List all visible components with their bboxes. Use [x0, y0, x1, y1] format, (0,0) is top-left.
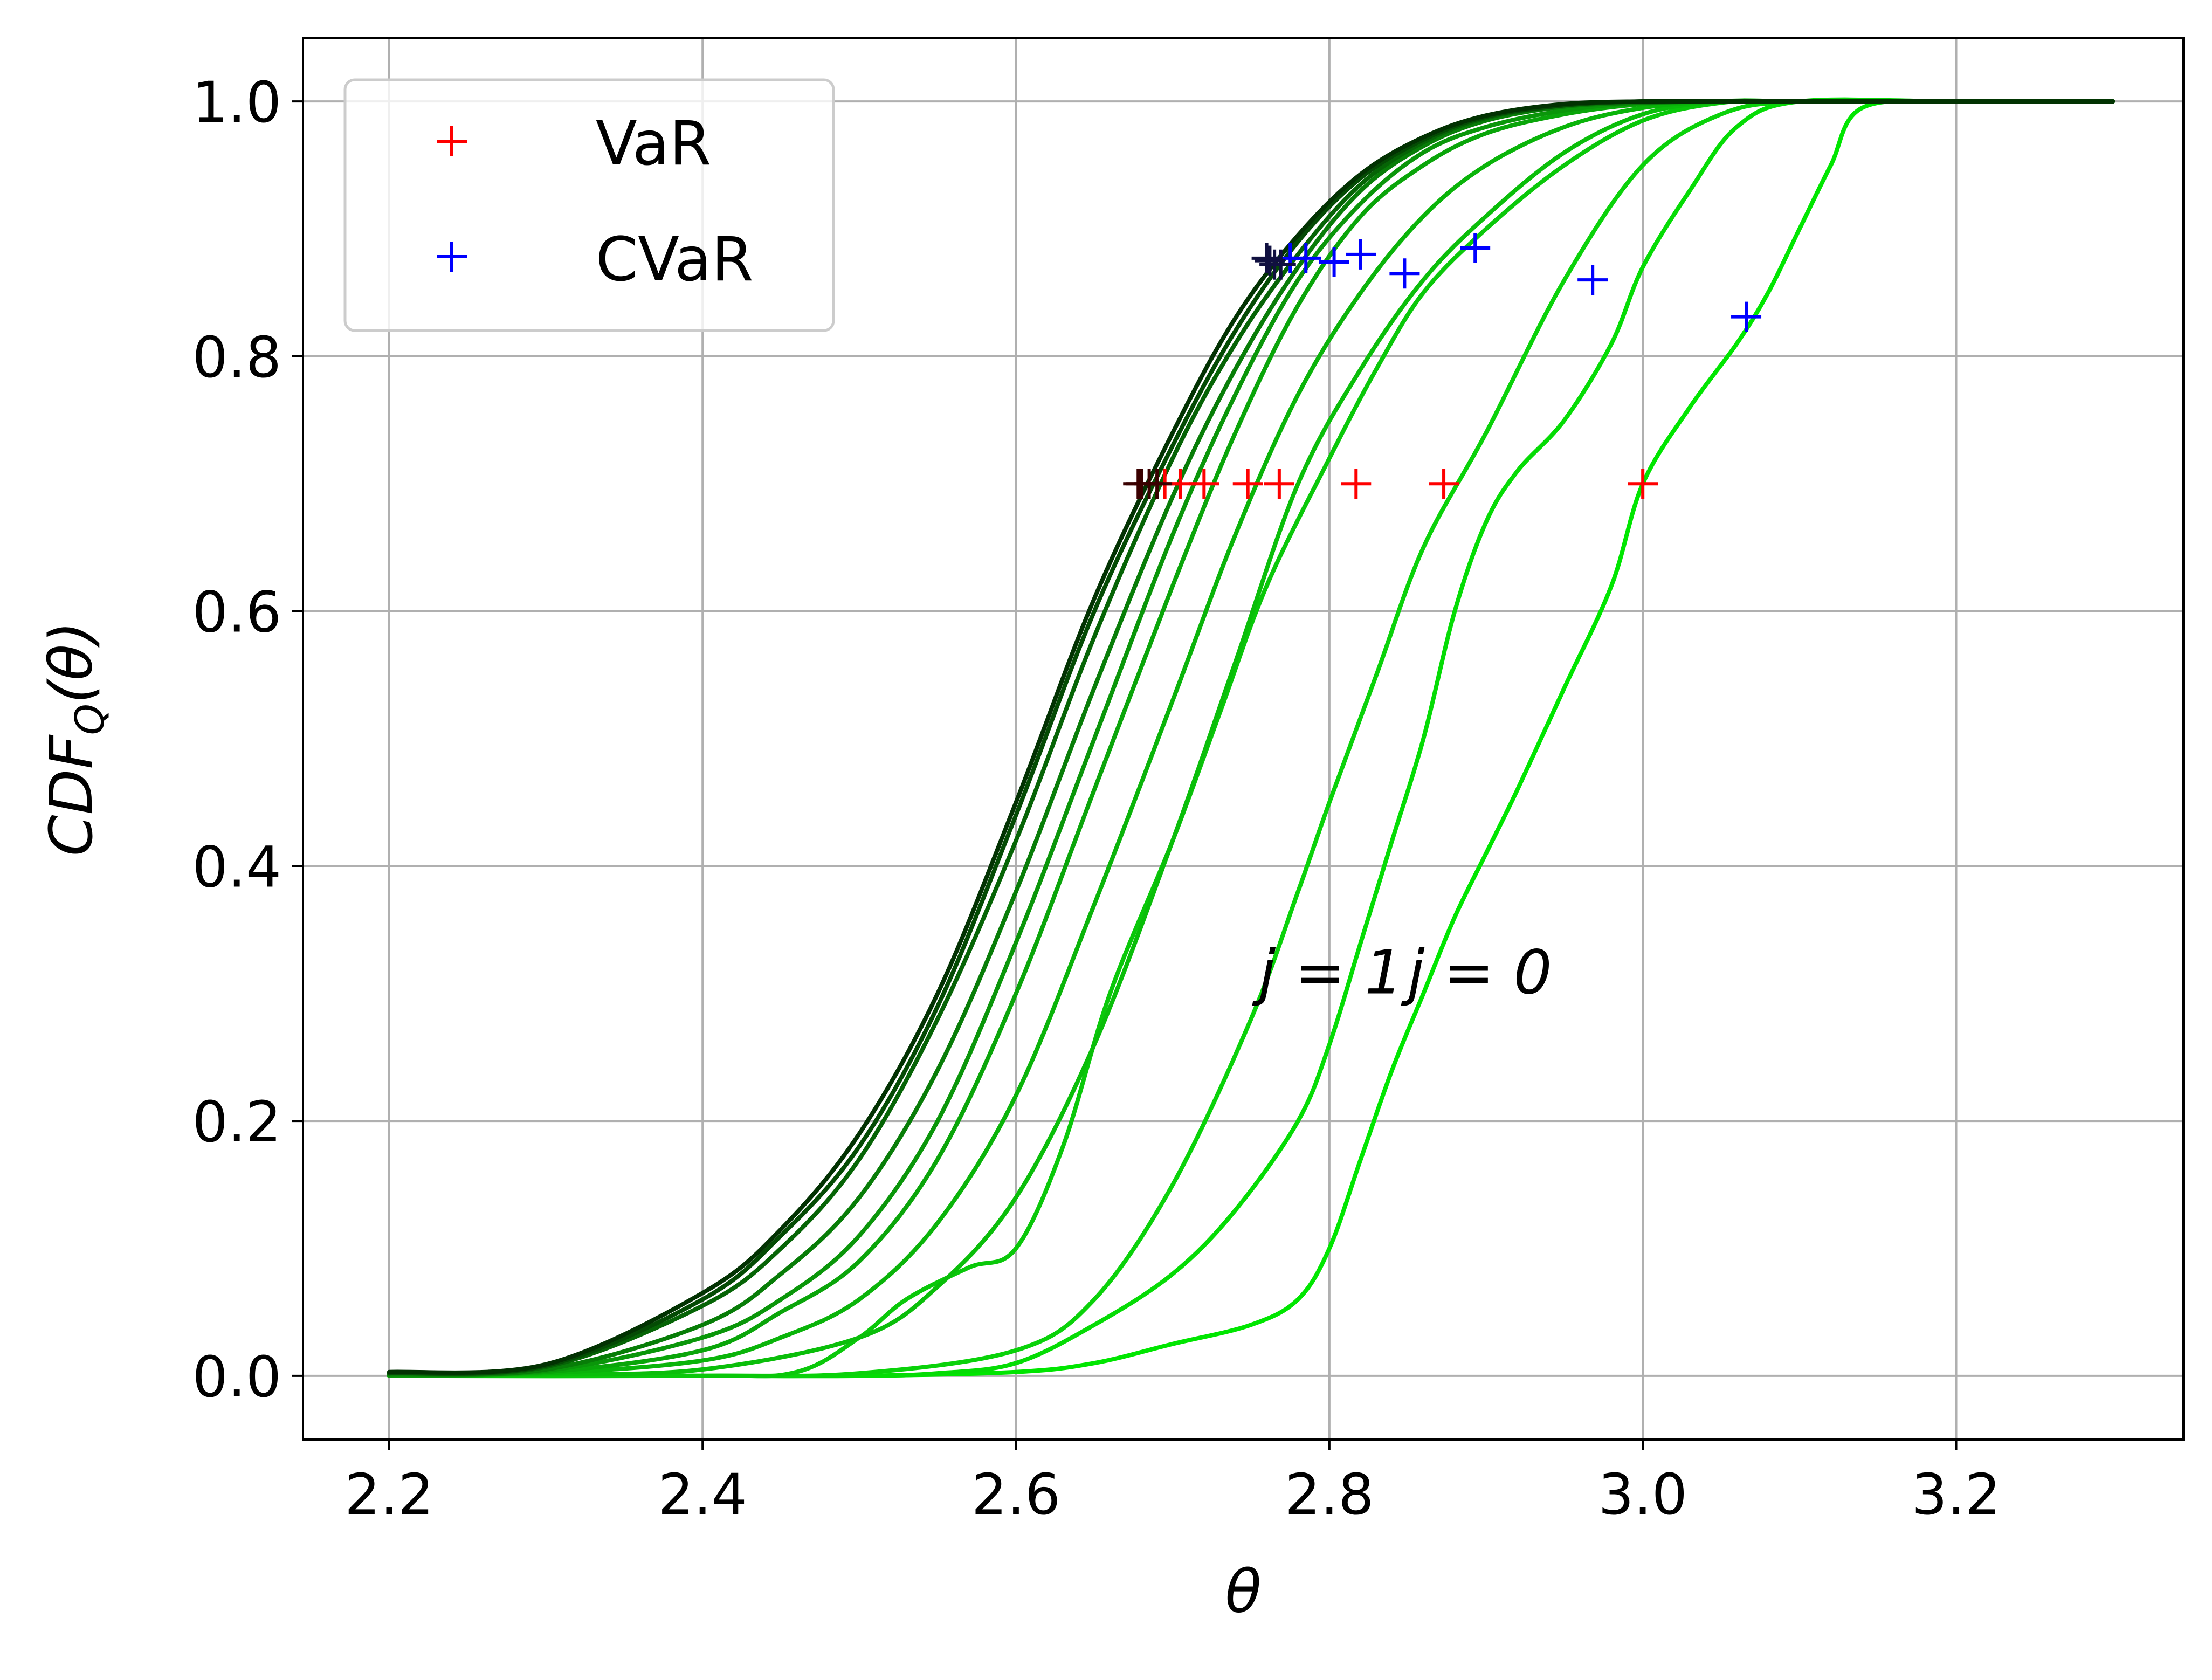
var-marker — [1264, 469, 1294, 499]
x-tick-label: 3.0 — [1598, 1462, 1687, 1527]
x-tick-label: 2.8 — [1285, 1462, 1374, 1527]
cvar-marker — [1460, 233, 1491, 263]
series-line — [387, 97, 2115, 1379]
legend-cvar-plus — [437, 242, 467, 272]
cvar-marker — [1731, 301, 1762, 332]
y-tick-label: 0.6 — [192, 580, 281, 645]
y-tick-label: 0.2 — [192, 1089, 281, 1155]
y-tick-label: 0.0 — [192, 1344, 281, 1410]
legend-var-marker — [437, 126, 467, 156]
annotation-label: j = 1 — [1252, 938, 1403, 1008]
risk-markers — [1123, 233, 1762, 499]
var-marker — [1232, 469, 1263, 499]
series-lines — [387, 97, 2115, 1379]
legend-box — [343, 78, 835, 332]
y-tick-label: 1.0 — [192, 70, 281, 135]
legend-var-plus — [437, 126, 467, 156]
x-tick-label: 2.4 — [658, 1462, 747, 1527]
y-axis-label-subscript: Q — [67, 704, 113, 735]
x-axis-label: θ — [1225, 1557, 1261, 1626]
var-marker — [1628, 469, 1658, 499]
y-tick-label: 0.8 — [192, 325, 281, 390]
var-marker — [1123, 469, 1154, 499]
plot-frame — [302, 37, 2185, 1441]
x-tick-label: 2.6 — [971, 1462, 1060, 1527]
axis-ticks: 2.2 2.4 2.6 2.8 3.0 3.2 0.0 0.2 0.4 0.6 0.8 1.0 — [192, 70, 2001, 1527]
series-line — [387, 99, 2115, 1375]
y-axis-label: CDFQ(θ) — [37, 621, 113, 856]
series-line — [387, 98, 2115, 1379]
y-tick-label: 0.4 — [192, 834, 281, 900]
x-tick-label: 3.2 — [1912, 1462, 2001, 1527]
var-marker — [1429, 469, 1459, 499]
cvar-marker — [1255, 245, 1285, 276]
legend-var-label: VaR — [596, 109, 711, 179]
cvar-marker — [1319, 247, 1349, 277]
y-axis-label-arg: (θ) — [37, 621, 106, 704]
cvar-marker — [1346, 239, 1376, 270]
cvar-marker — [1577, 265, 1608, 295]
series-line — [387, 99, 2115, 1379]
x-tick-label: 2.2 — [344, 1462, 433, 1527]
var-marker — [1341, 469, 1372, 499]
legend-cvar-marker — [437, 242, 467, 272]
cvar-marker — [1259, 249, 1290, 280]
cvar-marker — [1251, 243, 1282, 273]
legend: VaR CVaR — [343, 78, 835, 332]
y-axis-label-main: CDF — [37, 734, 106, 857]
legend-cvar-label: CVaR — [596, 225, 754, 295]
cvar-marker — [1389, 258, 1420, 289]
annotation-label: j = 0 — [1401, 938, 1552, 1008]
